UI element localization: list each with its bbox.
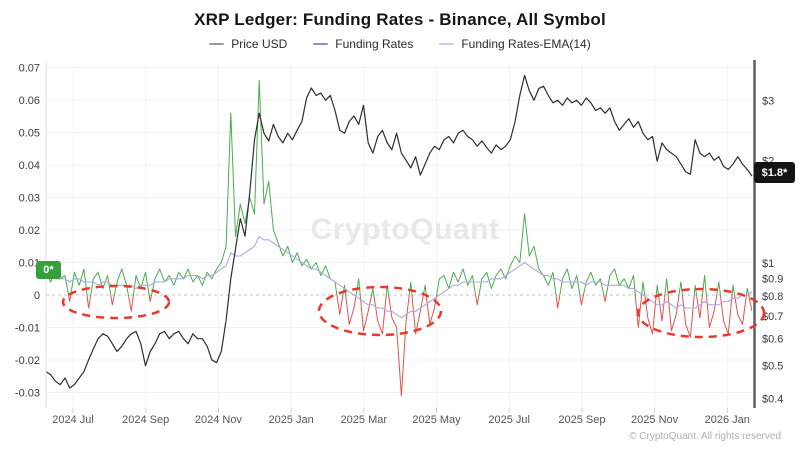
left-axis-label: 0.07 <box>19 63 40 75</box>
left-axis-label: -0.03 <box>15 388 40 400</box>
x-axis-label: 2025 Nov <box>631 414 679 426</box>
right-axis-label: $0.7 <box>762 311 783 323</box>
funding-rates-ema-line <box>46 235 753 319</box>
chart-title: XRP Ledger: Funding Rates - Binance, All… <box>194 10 606 29</box>
x-axis-label: 2025 Sep <box>558 414 605 426</box>
funding-rates-line-negative <box>68 295 752 397</box>
x-axis-label: 2024 Nov <box>195 414 243 426</box>
copyright-footer: © CryptoQuant. All rights reserved <box>629 431 781 442</box>
right-axis-label: $1 <box>762 258 774 270</box>
x-axis-label: 2025 Mar <box>341 414 388 426</box>
funding-current-value-badge: 0* <box>36 261 61 279</box>
funding-rates-ema-swatch-icon <box>439 43 455 45</box>
legend-label-price-usd: Price USD <box>231 37 288 51</box>
x-axis-label: 2025 Jan <box>268 414 313 426</box>
negative-funding-highlight-ellipse <box>61 284 171 320</box>
legend: Price USD Funding Rates Funding Rates-EM… <box>0 37 800 51</box>
funding-rates-swatch-icon <box>313 43 329 45</box>
right-axis-label: $0.5 <box>762 361 783 373</box>
left-axis-label: 0 <box>34 290 40 302</box>
price-usd-swatch-icon <box>209 43 225 45</box>
legend-item-funding-rates-ema[interactable]: Funding Rates-EMA(14) <box>439 37 591 51</box>
right-axis-label: $0.9 <box>762 274 783 286</box>
x-axis-label: 2024 Jul <box>52 414 94 426</box>
funding-rates-line-positive <box>46 80 750 295</box>
right-axis-label: $0.8 <box>762 291 783 303</box>
left-axis-label: 0.04 <box>19 160 40 172</box>
negative-funding-highlight-ellipse <box>636 287 766 339</box>
left-axis-label: 0.05 <box>19 128 40 140</box>
left-axis-label: 0.03 <box>19 193 40 205</box>
x-axis-label: 2024 Sep <box>122 414 169 426</box>
price-current-value-badge: $1.8* <box>754 162 795 183</box>
x-axis-label: 2026 Jan <box>705 414 750 426</box>
left-axis-label: -0.02 <box>15 355 40 367</box>
legend-label-funding-rates-ema: Funding Rates-EMA(14) <box>461 37 591 51</box>
negative-funding-highlight-ellipse <box>317 285 443 337</box>
legend-item-price-usd[interactable]: Price USD <box>209 37 287 51</box>
left-axis-label: 0.01 <box>19 258 40 270</box>
left-axis-label: 0.02 <box>19 225 40 237</box>
right-axis-label: $0.4 <box>762 394 783 406</box>
price-usd-line <box>45 74 753 389</box>
right-axis-label: $0.6 <box>762 334 783 346</box>
x-axis-label: 2025 May <box>412 414 461 426</box>
plot-area[interactable] <box>46 63 752 408</box>
left-axis-label: 0.06 <box>19 95 40 107</box>
legend-item-funding-rates[interactable]: Funding Rates <box>313 37 413 51</box>
x-axis-label: 2025 Jul <box>488 414 530 426</box>
left-axis-label: -0.01 <box>15 323 40 335</box>
legend-label-funding-rates: Funding Rates <box>335 37 414 51</box>
right-axis-label: $3 <box>762 95 774 107</box>
